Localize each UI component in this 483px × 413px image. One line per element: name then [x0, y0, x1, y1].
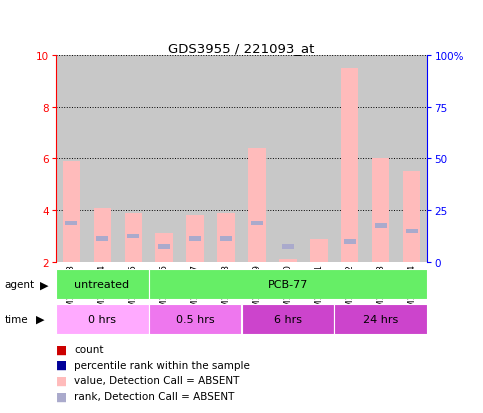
Bar: [242, 304, 334, 334]
Bar: [341, 69, 358, 262]
Text: rank, Detection Call = ABSENT: rank, Detection Call = ABSENT: [74, 391, 234, 401]
Bar: [149, 270, 427, 299]
Text: time: time: [5, 314, 28, 324]
Text: value, Detection Call = ABSENT: value, Detection Call = ABSENT: [74, 375, 239, 385]
Bar: [397, 56, 427, 262]
Text: PCB-77: PCB-77: [268, 280, 308, 290]
Text: 6 hrs: 6 hrs: [274, 314, 302, 324]
Text: agent: agent: [5, 280, 35, 290]
Bar: [242, 56, 272, 262]
Bar: [211, 56, 242, 262]
Bar: [96, 237, 108, 241]
Bar: [334, 304, 427, 334]
Bar: [403, 172, 421, 262]
Bar: [180, 56, 211, 262]
Bar: [125, 213, 142, 262]
Text: 0 hrs: 0 hrs: [88, 314, 116, 324]
Bar: [343, 239, 356, 244]
Bar: [56, 270, 149, 299]
Bar: [157, 244, 170, 249]
Text: ■: ■: [56, 389, 67, 403]
Text: ■: ■: [56, 374, 67, 387]
Bar: [186, 216, 203, 262]
Bar: [272, 56, 303, 262]
Bar: [156, 234, 172, 262]
Bar: [311, 239, 327, 262]
Bar: [56, 304, 149, 334]
Bar: [248, 149, 266, 262]
Bar: [303, 56, 334, 262]
Bar: [65, 221, 77, 226]
Bar: [56, 56, 86, 262]
Bar: [127, 234, 140, 239]
Bar: [62, 161, 80, 262]
Bar: [282, 244, 294, 249]
Bar: [189, 237, 201, 241]
Text: ▶: ▶: [40, 280, 48, 290]
Bar: [149, 304, 242, 334]
Text: count: count: [74, 344, 103, 354]
Title: GDS3955 / 221093_at: GDS3955 / 221093_at: [168, 42, 315, 55]
Bar: [372, 159, 389, 262]
Bar: [149, 56, 180, 262]
Bar: [280, 260, 297, 262]
Bar: [220, 237, 232, 241]
Bar: [86, 56, 117, 262]
Text: percentile rank within the sample: percentile rank within the sample: [74, 360, 250, 370]
Text: 0.5 hrs: 0.5 hrs: [176, 314, 214, 324]
Text: ▶: ▶: [36, 314, 45, 324]
Text: ■: ■: [56, 342, 67, 356]
Text: ■: ■: [56, 358, 67, 371]
Bar: [94, 208, 111, 262]
Bar: [375, 224, 387, 228]
Bar: [334, 56, 366, 262]
Bar: [117, 56, 149, 262]
Bar: [251, 221, 263, 226]
Bar: [217, 213, 235, 262]
Bar: [406, 229, 418, 234]
Bar: [366, 56, 397, 262]
Text: untreated: untreated: [74, 280, 129, 290]
Text: 24 hrs: 24 hrs: [363, 314, 398, 324]
